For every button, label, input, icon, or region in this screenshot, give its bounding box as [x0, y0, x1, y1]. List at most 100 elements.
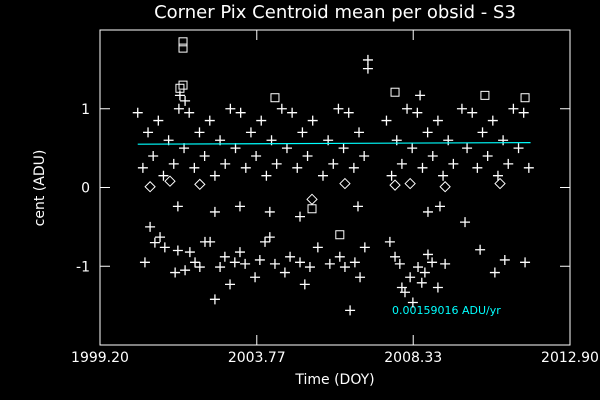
data-point: [164, 175, 176, 187]
data-point: [143, 127, 154, 138]
data-point: [489, 267, 500, 278]
data-point: [235, 107, 246, 118]
data-point: [184, 247, 195, 258]
data-point: [159, 242, 170, 253]
data-point: [328, 158, 339, 169]
data-point: [359, 242, 370, 253]
data-point: [178, 43, 188, 53]
data-point: [355, 272, 366, 283]
data-point: [422, 249, 433, 260]
data-point: [333, 103, 344, 114]
x-tick-label: 2012.90: [541, 350, 599, 366]
data-point: [390, 87, 400, 97]
data-point: [422, 206, 433, 217]
data-point: [438, 170, 449, 181]
data-point: [439, 181, 451, 193]
data-point: [412, 107, 423, 118]
data-point: [139, 257, 150, 268]
data-point: [264, 232, 275, 243]
data-point: [432, 282, 443, 293]
data-point: [250, 272, 261, 283]
data-point: [499, 254, 510, 265]
data-point: [492, 170, 503, 181]
data-point: [362, 63, 373, 74]
data-point: [417, 162, 428, 173]
data-point: [225, 103, 236, 114]
data-point: [220, 158, 231, 169]
data-point: [503, 158, 514, 169]
data-point: [269, 258, 280, 269]
data-point: [494, 177, 506, 190]
data-point: [467, 107, 478, 118]
data-point: [287, 107, 298, 118]
data-point: [229, 257, 240, 268]
data-point: [434, 201, 445, 212]
data-point: [204, 115, 215, 126]
data-point: [317, 170, 328, 181]
data-point: [456, 103, 467, 114]
data-point: [251, 151, 262, 161]
data-point: [432, 115, 443, 126]
x-tick-label: 1999.20: [71, 350, 129, 366]
data-point: [178, 80, 188, 90]
data-point: [448, 158, 459, 169]
data-point: [219, 251, 230, 262]
data-point: [362, 54, 373, 65]
data-point: [299, 279, 310, 290]
data-point: [295, 257, 306, 268]
data-point: [381, 115, 392, 126]
data-point: [205, 236, 216, 247]
data-point: [338, 143, 349, 154]
data-point: [520, 257, 531, 268]
chart-title: Corner Pix Centroid mean per obsid - S3: [154, 2, 516, 23]
data-point: [158, 170, 169, 181]
data-point: [240, 258, 251, 269]
data-point: [477, 127, 488, 138]
data-point: [279, 267, 290, 278]
data-point: [480, 90, 490, 100]
data-point: [339, 262, 350, 273]
data-point: [343, 107, 354, 118]
data-point: [194, 178, 206, 191]
data-point: [304, 262, 315, 273]
data-point: [407, 143, 418, 154]
data-point: [415, 90, 426, 101]
data-point: [209, 294, 220, 305]
data-point: [173, 103, 184, 114]
data-point: [189, 162, 200, 173]
data-point: [292, 162, 303, 173]
data-point: [199, 151, 210, 161]
data-point: [180, 95, 191, 106]
data-point: [518, 107, 529, 118]
data-point: [513, 143, 524, 154]
data-point: [416, 277, 427, 288]
data-point: [407, 297, 418, 308]
data-point: [390, 251, 401, 262]
data-point: [523, 162, 534, 173]
data-point: [384, 236, 395, 247]
data-point: [399, 287, 410, 298]
data-point: [402, 103, 413, 114]
data-point: [413, 262, 424, 273]
data-point: [352, 201, 363, 212]
data-point: [260, 236, 271, 247]
x-tick-label: 2003.77: [228, 350, 286, 366]
data-point: [254, 254, 265, 265]
data-point: [335, 230, 345, 240]
data-point: [419, 267, 430, 278]
data-point: [172, 201, 183, 212]
data-point: [306, 193, 318, 206]
y-tick-label: 1: [81, 102, 90, 118]
data-point: [334, 251, 345, 262]
data-point: [295, 211, 306, 222]
data-point: [153, 115, 164, 126]
data-point: [190, 257, 201, 268]
data-point: [520, 93, 530, 103]
data-point: [405, 272, 416, 283]
data-point: [148, 151, 159, 161]
y-tick-label: -1: [76, 259, 90, 275]
data-point: [472, 162, 483, 173]
data-point: [440, 258, 451, 269]
data-point: [462, 143, 473, 154]
data-point: [261, 170, 272, 181]
